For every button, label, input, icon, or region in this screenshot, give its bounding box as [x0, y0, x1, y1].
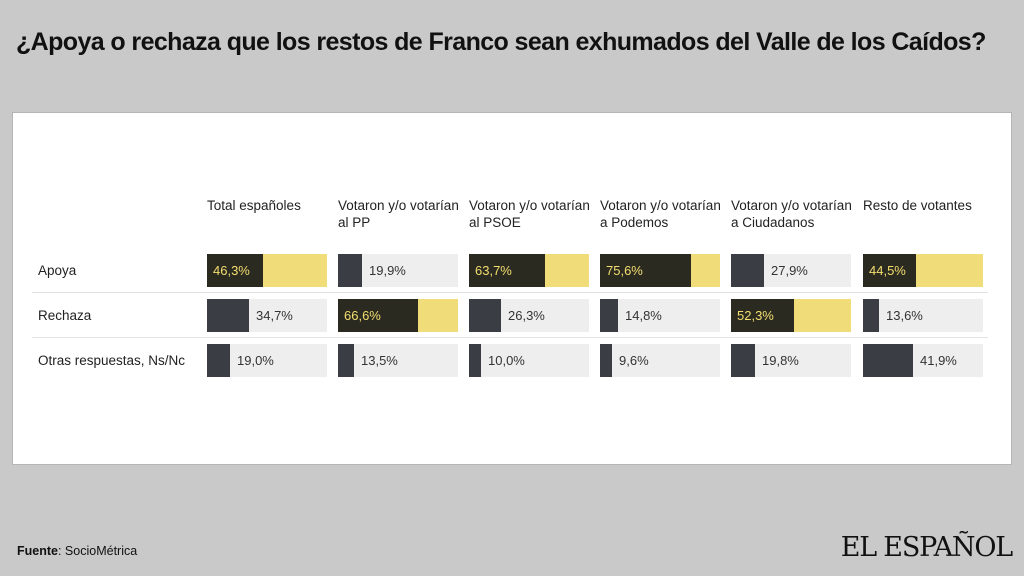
- bar-cell: 27,9%: [731, 254, 851, 287]
- bar: [469, 254, 545, 287]
- bar-cell: 52,3%: [731, 299, 851, 332]
- column-header: Votaron y/o votarían al PSOE: [469, 198, 590, 230]
- bar-cell: 34,7%: [207, 299, 327, 332]
- data-label: 13,5%: [361, 353, 398, 368]
- bar: [731, 299, 794, 332]
- column-header: Total españoles: [207, 198, 301, 213]
- data-label: 66,6%: [344, 308, 381, 323]
- data-label: 75,6%: [606, 263, 643, 278]
- data-label: 63,7%: [475, 263, 512, 278]
- source-label: Fuente: [17, 544, 58, 558]
- bar: [863, 344, 913, 377]
- data-label: 19,8%: [762, 353, 799, 368]
- bar: [469, 299, 501, 332]
- column-header: Votaron y/o votarían al PP: [338, 198, 459, 230]
- bar: [338, 254, 362, 287]
- bar-cell: 19,0%: [207, 344, 327, 377]
- bar-cell: 44,5%: [863, 254, 983, 287]
- chart-title: ¿Apoya o rechaza que los restos de Franc…: [16, 28, 986, 56]
- bar-cell: 13,5%: [338, 344, 458, 377]
- el-espanol-logo: EL ESPAÑOL: [840, 532, 1014, 563]
- bar-cell: 10,0%: [469, 344, 589, 377]
- column-header: Votaron y/o votarían a Ciudadanos: [731, 198, 852, 230]
- bar: [731, 254, 764, 287]
- data-label: 19,9%: [369, 263, 406, 278]
- data-label: 27,9%: [771, 263, 808, 278]
- bar: [207, 344, 230, 377]
- bar: [600, 344, 612, 377]
- data-label: 46,3%: [213, 263, 250, 278]
- source-note: Fuente: SocioMétrica: [17, 544, 137, 558]
- bar-cell: 46,3%: [207, 254, 327, 287]
- column-header: Votaron y/o votarían a Podemos: [600, 198, 721, 230]
- bar: [731, 344, 755, 377]
- bar: [338, 344, 354, 377]
- bar: [863, 254, 916, 287]
- data-label: 52,3%: [737, 308, 774, 323]
- bar: [600, 299, 618, 332]
- bar-cell: 63,7%: [469, 254, 589, 287]
- bar-cell: 9,6%: [600, 344, 720, 377]
- chart-panel: Total españoles Votaron y/o votarían al P…: [12, 112, 1012, 465]
- bar: [600, 254, 691, 287]
- bar-cell: 66,6%: [338, 299, 458, 332]
- data-label: 10,0%: [488, 353, 525, 368]
- row-separator: [32, 337, 988, 338]
- row-label: Apoya: [38, 263, 77, 278]
- bar-cell: 19,9%: [338, 254, 458, 287]
- bar-cell: 14,8%: [600, 299, 720, 332]
- bar-cell: 19,8%: [731, 344, 851, 377]
- data-label: 26,3%: [508, 308, 545, 323]
- data-label: 14,8%: [625, 308, 662, 323]
- bar: [469, 344, 481, 377]
- bar-cell: 75,6%: [600, 254, 720, 287]
- bar: [338, 299, 418, 332]
- data-label: 34,7%: [256, 308, 293, 323]
- data-label: 44,5%: [869, 263, 906, 278]
- data-label: 41,9%: [920, 353, 957, 368]
- bar-cell: 26,3%: [469, 299, 589, 332]
- bar: [207, 299, 249, 332]
- bar: [207, 254, 263, 287]
- row-label: Otras respuestas, Ns/Nc: [38, 353, 186, 368]
- bar-cell: 13,6%: [863, 299, 983, 332]
- column-header: Resto de votantes: [863, 198, 972, 213]
- data-label: 13,6%: [886, 308, 923, 323]
- bar-cell: 41,9%: [863, 344, 983, 377]
- row-separator: [32, 292, 988, 293]
- source-text: : SocioMétrica: [57, 544, 138, 558]
- row-label: Rechaza: [38, 308, 92, 323]
- data-label: 9,6%: [619, 353, 649, 368]
- data-label: 19,0%: [237, 353, 274, 368]
- bar: [863, 299, 879, 332]
